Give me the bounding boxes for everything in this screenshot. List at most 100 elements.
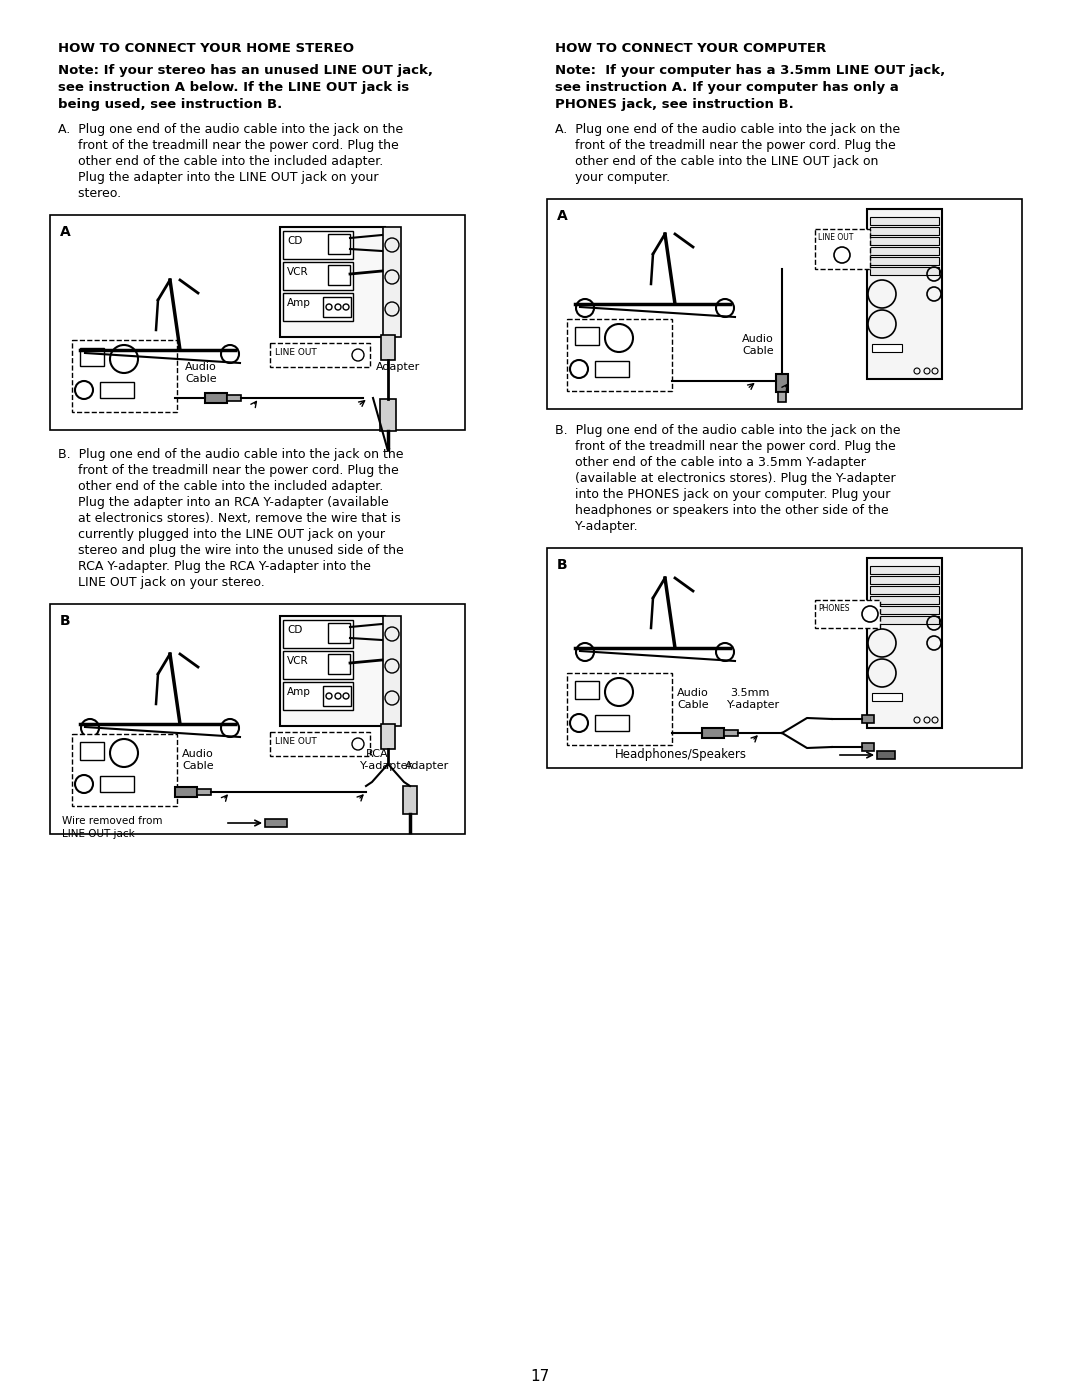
Text: LINE OUT jack on your stereo.: LINE OUT jack on your stereo.: [58, 576, 265, 590]
Text: Adapter: Adapter: [405, 761, 449, 771]
Text: LINE OUT: LINE OUT: [818, 233, 853, 242]
Bar: [546, 198, 1022, 409]
Text: Y-adapter.: Y-adapter.: [555, 520, 637, 534]
Bar: [328, 623, 350, 643]
Bar: [100, 381, 134, 398]
Bar: [80, 742, 104, 760]
Bar: [380, 400, 396, 432]
Text: being used, see instruction B.: being used, see instruction B.: [58, 98, 282, 110]
Text: A.  Plug one end of the audio cable into the jack on the: A. Plug one end of the audio cable into …: [58, 123, 403, 136]
Bar: [575, 680, 599, 698]
Bar: [175, 787, 197, 798]
Text: Note:  If your computer has a 3.5mm LINE OUT jack,: Note: If your computer has a 3.5mm LINE …: [555, 64, 945, 77]
Text: Adapter: Adapter: [376, 362, 420, 372]
Text: Cable: Cable: [183, 761, 214, 771]
Bar: [283, 263, 353, 291]
Bar: [870, 247, 939, 256]
Bar: [870, 597, 939, 604]
Text: LINE OUT jack: LINE OUT jack: [62, 828, 135, 840]
Bar: [870, 226, 939, 235]
Bar: [323, 686, 351, 705]
Bar: [867, 210, 942, 379]
Text: Y-adapter: Y-adapter: [360, 761, 414, 771]
Text: A: A: [557, 210, 568, 224]
Text: other end of the cable into the included adapter.: other end of the cable into the included…: [58, 481, 383, 493]
Text: LINE OUT: LINE OUT: [275, 738, 316, 746]
Text: A: A: [60, 225, 71, 239]
Text: other end of the cable into the LINE OUT jack on: other end of the cable into the LINE OUT…: [555, 155, 878, 168]
Text: headphones or speakers into the other side of the: headphones or speakers into the other si…: [555, 504, 889, 517]
Bar: [870, 257, 939, 265]
Bar: [870, 267, 939, 275]
Bar: [381, 335, 395, 360]
Bar: [328, 265, 350, 285]
Bar: [870, 616, 939, 624]
Text: see instruction A below. If the LINE OUT jack is: see instruction A below. If the LINE OUT…: [58, 81, 409, 94]
Bar: [595, 715, 629, 731]
Bar: [383, 616, 401, 726]
Bar: [872, 693, 902, 701]
Text: Cable: Cable: [185, 374, 217, 384]
Bar: [280, 616, 384, 726]
Text: at electronics stores). Next, remove the wire that is: at electronics stores). Next, remove the…: [58, 511, 401, 525]
Bar: [862, 715, 874, 724]
Bar: [323, 298, 351, 317]
Text: stereo and plug the wire into the unused side of the: stereo and plug the wire into the unused…: [58, 543, 404, 557]
Text: Plug the adapter into an RCA Y-adapter (available: Plug the adapter into an RCA Y-adapter (…: [58, 496, 389, 509]
Text: Y-adapter: Y-adapter: [727, 700, 780, 710]
Bar: [80, 348, 104, 366]
Bar: [815, 229, 870, 270]
Text: your computer.: your computer.: [555, 170, 670, 184]
Text: Amp: Amp: [287, 298, 311, 307]
Text: currently plugged into the LINE OUT jack on your: currently plugged into the LINE OUT jack…: [58, 528, 384, 541]
Bar: [877, 752, 895, 759]
Bar: [403, 787, 417, 814]
Bar: [283, 682, 353, 710]
Text: LINE OUT: LINE OUT: [275, 348, 316, 358]
Text: Audio: Audio: [183, 749, 214, 759]
Bar: [72, 339, 177, 412]
Bar: [50, 604, 465, 834]
Bar: [280, 226, 384, 337]
Bar: [72, 733, 177, 806]
Text: VCR: VCR: [287, 267, 309, 277]
Text: Cable: Cable: [677, 700, 708, 710]
Bar: [270, 732, 370, 756]
Bar: [870, 566, 939, 574]
Text: front of the treadmill near the power cord. Plug the: front of the treadmill near the power co…: [58, 464, 399, 476]
Bar: [270, 344, 370, 367]
Text: Wire removed from: Wire removed from: [62, 816, 162, 826]
Bar: [381, 724, 395, 749]
Bar: [265, 819, 287, 827]
Bar: [595, 360, 629, 377]
Bar: [872, 344, 902, 352]
Text: front of the treadmill near the power cord. Plug the: front of the treadmill near the power co…: [555, 138, 895, 152]
Text: Audio: Audio: [185, 362, 217, 372]
Text: Audio: Audio: [742, 334, 773, 344]
Bar: [870, 606, 939, 615]
Bar: [862, 743, 874, 752]
Bar: [100, 775, 134, 792]
Text: B.  Plug one end of the audio cable into the jack on the: B. Plug one end of the audio cable into …: [555, 425, 901, 437]
Text: CD: CD: [287, 624, 302, 636]
Text: HOW TO CONNECT YOUR COMPUTER: HOW TO CONNECT YOUR COMPUTER: [555, 42, 826, 54]
Text: other end of the cable into the included adapter.: other end of the cable into the included…: [58, 155, 383, 168]
Text: stereo.: stereo.: [58, 187, 121, 200]
Bar: [205, 393, 227, 402]
Text: Amp: Amp: [287, 687, 311, 697]
Text: other end of the cable into a 3.5mm Y-adapter: other end of the cable into a 3.5mm Y-ad…: [555, 455, 866, 469]
Text: Audio: Audio: [677, 687, 708, 698]
Bar: [870, 217, 939, 225]
Bar: [778, 393, 786, 402]
Bar: [50, 215, 465, 430]
Text: A.  Plug one end of the audio cable into the jack on the: A. Plug one end of the audio cable into …: [555, 123, 900, 136]
Bar: [383, 226, 401, 337]
Text: Cable: Cable: [742, 346, 773, 356]
Bar: [197, 789, 211, 795]
Bar: [328, 235, 350, 254]
Text: front of the treadmill near the power cord. Plug the: front of the treadmill near the power co…: [555, 440, 895, 453]
Text: PHONES: PHONES: [818, 604, 850, 613]
Bar: [724, 731, 738, 736]
Bar: [283, 231, 353, 258]
Text: HOW TO CONNECT YOUR HOME STEREO: HOW TO CONNECT YOUR HOME STEREO: [58, 42, 354, 54]
